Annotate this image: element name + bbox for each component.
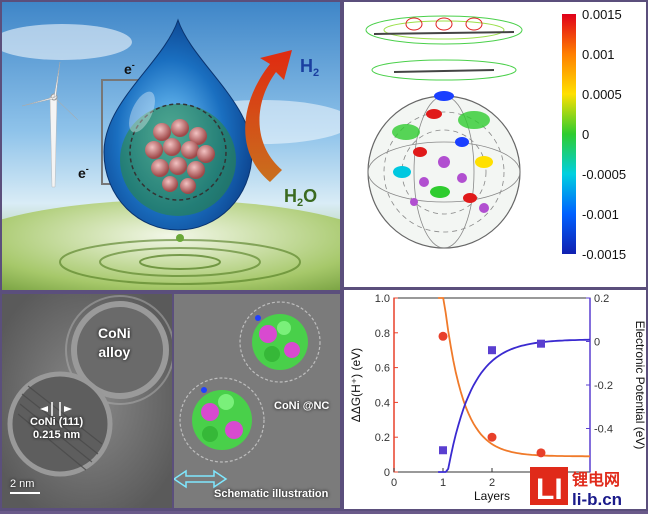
schematic-caption: Schematic illustration [214, 488, 329, 500]
alloy-particle [71, 301, 169, 399]
h2-label: H2 [300, 56, 319, 79]
schematic-svg [174, 301, 321, 489]
y-left-tick-label: 0.6 [375, 363, 390, 375]
data-point-ddg [536, 448, 546, 458]
data-point-ddg [487, 432, 497, 442]
electron-label-top: e- [124, 60, 135, 77]
scale-bar [10, 492, 40, 494]
plot-frame [393, 297, 591, 473]
data-point-ddg [438, 331, 448, 341]
h2o-label: H2O [284, 186, 317, 209]
colorbar-tick-label: 0.0015 [582, 7, 622, 22]
data-point-potential [439, 446, 447, 455]
y-left-tick-label: 0.4 [375, 397, 390, 409]
tem-svg [2, 294, 172, 508]
fit-curve-left [438, 297, 590, 458]
x-tick-label: 0 [391, 477, 397, 489]
wind-turbine-icon [21, 61, 79, 188]
scale-bar-label: 2 nm [10, 478, 35, 490]
y-left-tick-label: 1.0 [375, 293, 390, 305]
x-tick-label: 2 [489, 477, 495, 489]
colorbar-tick-label: -0.001 [582, 207, 619, 222]
y-right-tick-label: 0 [594, 337, 600, 349]
y-right-tick-label: -0.4 [594, 424, 613, 436]
charge-blobs [392, 91, 493, 213]
droplet [176, 234, 184, 242]
colorbar-tick-label: 0.001 [582, 47, 615, 62]
y-left-tick-label: 0 [384, 467, 390, 479]
y-left-tick-label: 0.2 [375, 432, 390, 444]
data-point-potential [488, 346, 496, 355]
cloud [2, 24, 132, 60]
colorbar-gradient [562, 14, 576, 254]
watermark-url: li-b.cn [572, 490, 622, 509]
cage-particle [179, 377, 265, 463]
graphene-contours [365, 15, 523, 81]
watermark-logo-icon [530, 467, 568, 505]
colorbar: 0.0015 0.001 0.0005 0 -0.0005 -0.001 -0.0015 [562, 7, 626, 262]
watermark: LI 锂电网 li-b.cn [530, 465, 646, 509]
colorbar-tick-label: 0 [582, 127, 589, 142]
y-left-axis-label: ΔΔG(H⁺) (eV) [349, 348, 363, 422]
energy-chart: 012300.20.40.60.81.00.20-0.2-0.4LayersΔΔ… [349, 293, 646, 503]
y-right-tick-label: 0.2 [594, 293, 609, 305]
tem-image: CoNi alloy CoNi (111) 0.215 nm 2 nm [2, 294, 172, 508]
charge-density-svg: 0.0015 0.001 0.0005 0 -0.0005 -0.001 -0.0015 [365, 7, 626, 262]
alloy-label: CoNi alloy [98, 325, 131, 360]
data-point-potential [537, 339, 545, 348]
colorbar-tick-label: -0.0015 [582, 247, 626, 262]
schematic-panel: CoNi @NC Schematic illustration [174, 294, 340, 508]
electron-label-bottom: e- [78, 164, 89, 181]
y-left-tick-label: 0.8 [375, 328, 390, 340]
watermark-logo: LI [536, 473, 563, 506]
reaction-arrow-icon [245, 50, 292, 182]
cage-particle [239, 301, 321, 383]
x-tick-label: 1 [440, 477, 446, 489]
lattice-label: CoNi (111) 0.215 nm [30, 416, 84, 441]
energy-chart-panel: 012300.20.40.60.81.00.20-0.2-0.4LayersΔΔ… [344, 290, 646, 509]
conic-label: CoNi @NC [274, 400, 330, 412]
fit-curve-right [438, 338, 591, 473]
metal-cluster [145, 119, 215, 194]
colorbar-tick-label: -0.0005 [582, 167, 626, 182]
colorbar-tick-label: 0.0005 [582, 87, 622, 102]
fullerene-cage [367, 95, 521, 249]
y-right-tick-label: -0.2 [594, 380, 613, 392]
illustration-svg: e- e- H2 H2O [2, 18, 340, 290]
charge-density-panel: 0.0015 0.001 0.0005 0 -0.0005 -0.001 -0.0015 [344, 2, 646, 287]
y-right-axis-label: Electronic Potential (eV) [633, 321, 646, 450]
double-arrow-icon [174, 469, 228, 489]
x-axis-label: Layers [474, 489, 510, 503]
carbon-cage [129, 103, 227, 201]
watermark-cn: 锂电网 [572, 470, 620, 489]
water-splitting-illustration: e- e- H2 H2O [2, 2, 340, 290]
